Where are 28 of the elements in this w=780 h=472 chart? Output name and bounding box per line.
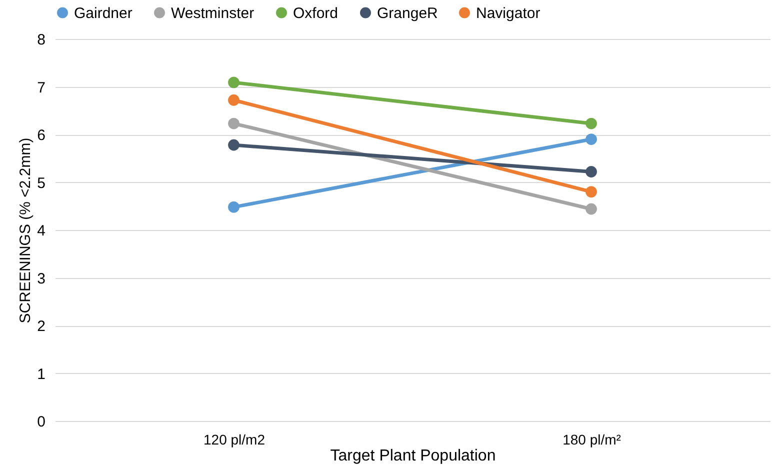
- y-tick-label: 4: [37, 222, 46, 240]
- x-tick-label: 180 pl/m²: [562, 432, 622, 448]
- legend-label: Gairdner: [74, 4, 132, 22]
- point: [586, 134, 597, 145]
- point: [586, 203, 597, 215]
- point: [228, 94, 240, 106]
- y-tick-label: 1: [37, 366, 46, 383]
- legend-label: Navigator: [476, 4, 540, 22]
- legend-label: GrangeR: [377, 4, 438, 22]
- y-tick-label: 0: [37, 414, 46, 430]
- point: [228, 76, 240, 88]
- legend-label: Oxford: [293, 4, 338, 22]
- y-tick-label: 3: [37, 270, 46, 288]
- legend-label: Westminster: [171, 4, 254, 22]
- y-axis-title: SCREENINGS (% <2.2mm): [17, 138, 34, 324]
- point: [228, 118, 240, 130]
- x-tick-label: 120 pl/m2: [204, 432, 266, 448]
- y-tick-label: 7: [37, 79, 46, 96]
- point: [228, 139, 240, 151]
- y-tick-label: 2: [37, 318, 46, 335]
- x-axis-title: Target Plant Population: [330, 448, 496, 464]
- y-tick-label: 5: [37, 174, 46, 192]
- y-tick-label: 6: [37, 127, 46, 144]
- point: [586, 166, 597, 178]
- point: [228, 201, 240, 213]
- point: [586, 186, 597, 198]
- point: [586, 118, 597, 130]
- y-tick-label: 8: [37, 32, 46, 48]
